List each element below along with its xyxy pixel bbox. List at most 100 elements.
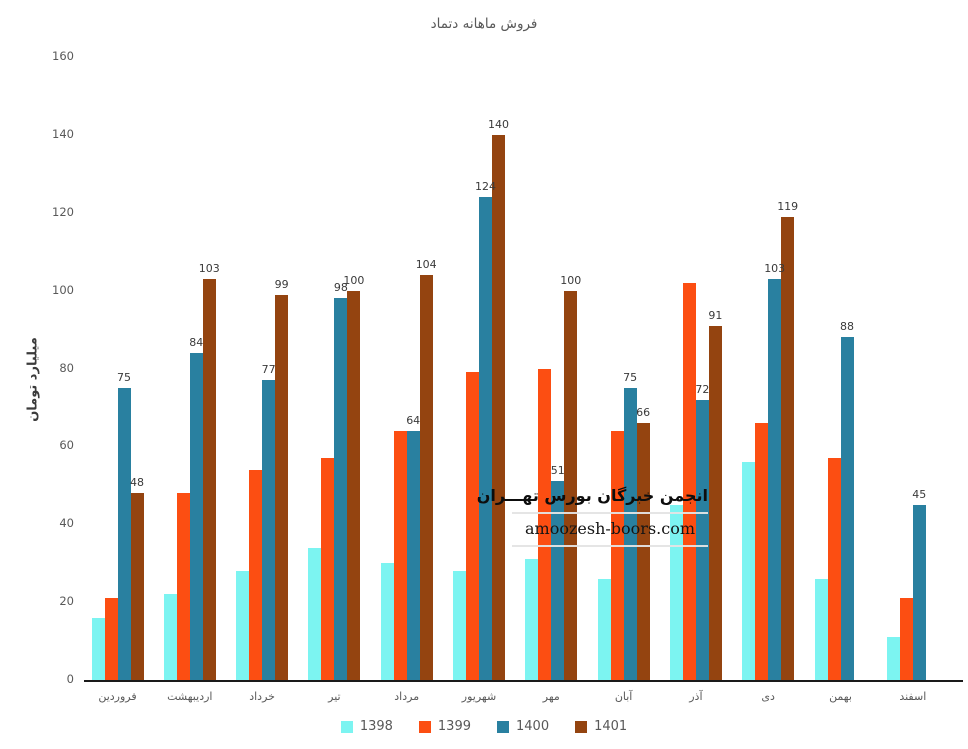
legend-swatch xyxy=(340,720,353,733)
bar-1399-آذر xyxy=(682,282,696,680)
bar-value-label: 72 xyxy=(695,382,710,396)
bar-1399-آبان xyxy=(610,430,624,680)
x-category-label: آبان xyxy=(614,690,633,703)
bar-value-label: 104 xyxy=(415,258,437,272)
x-category-label: دی xyxy=(761,690,775,703)
bar-value-label: 103 xyxy=(198,261,220,275)
bar-1400-خرداد xyxy=(262,380,276,680)
legend-swatch xyxy=(575,720,588,733)
bar-1401-خرداد xyxy=(275,294,289,680)
bar-value-label: 66 xyxy=(636,406,651,419)
bar-1399-دی xyxy=(755,423,769,680)
y-tick-label: 160 xyxy=(52,49,74,63)
bar-value-label: 51 xyxy=(550,464,565,478)
bar-value-label: 75 xyxy=(117,370,131,384)
legend-swatch xyxy=(418,720,431,733)
bar-1398-بهمن xyxy=(814,578,828,680)
legend-item-1398: 1398 xyxy=(340,719,393,734)
bar-1401-فروردین xyxy=(130,493,144,680)
bar-1400-مهر xyxy=(551,481,565,680)
bar-value-label: 100 xyxy=(343,273,365,287)
bar-1399-اردیبهشت xyxy=(176,493,190,680)
bar-1398-آذر xyxy=(669,504,683,680)
legend-item-1400: 1400 xyxy=(497,719,549,734)
legend-item-1399: 1399 xyxy=(418,719,471,734)
bar-1400-آبان xyxy=(623,387,637,680)
x-category-label: تیر xyxy=(328,690,341,703)
bar-1400-دی xyxy=(768,278,782,680)
bar-value-label: 64 xyxy=(406,413,421,427)
bar-1398-تیر xyxy=(308,547,322,680)
y-axis-title: میلیارد تومان xyxy=(25,337,41,422)
bar-1400-اسفند xyxy=(912,504,926,680)
bar-1401-مرداد xyxy=(419,275,433,680)
bar-value-label: 77 xyxy=(261,363,276,377)
bar-value-label: 119 xyxy=(777,199,799,213)
bar-1399-تیر xyxy=(321,458,335,680)
y-tick-label: 140 xyxy=(52,126,74,141)
bar-value-label: 100 xyxy=(560,273,582,287)
bar-1399-اسفند xyxy=(899,598,913,680)
x-category-label: اردیبهشت xyxy=(167,690,213,703)
bar-value-label: 91 xyxy=(708,308,723,322)
bar-1401-تیر xyxy=(347,290,361,680)
bar-1400-شهریور xyxy=(479,197,492,680)
x-category-label: فروردین xyxy=(98,690,137,703)
legend-label: 1398 xyxy=(359,719,393,734)
chart-title: فروش ماهانه دتماد xyxy=(430,16,538,32)
watermark-url: amoozesh-boors.com xyxy=(524,519,695,538)
bar-1401-دی xyxy=(781,216,795,680)
bar-1398-مهر xyxy=(525,559,539,680)
y-tick-label: 40 xyxy=(59,516,74,531)
legend-label: 1400 xyxy=(516,719,550,734)
legend-label: 1401 xyxy=(594,719,628,734)
legend-item-1401: 1401 xyxy=(575,719,627,734)
y-tick-label: 100 xyxy=(52,282,74,297)
bar-1399-مهر xyxy=(538,368,552,680)
x-category-label: مهر xyxy=(542,690,560,703)
x-category-label: اسفند xyxy=(899,690,927,703)
bar-1401-شهریور xyxy=(492,134,505,680)
bar-1400-اردیبهشت xyxy=(189,352,203,680)
watermark-divider xyxy=(512,512,708,514)
bar-value-label: 124 xyxy=(475,180,496,194)
bar-1399-خرداد xyxy=(249,469,263,680)
bar-value-label: 88 xyxy=(840,320,854,334)
bar-1400-آذر xyxy=(695,399,709,680)
bar-value-label: 48 xyxy=(130,476,144,490)
bar-1401-آبان xyxy=(636,423,650,680)
bar-value-label: 99 xyxy=(274,277,289,291)
bar-1399-شهریور xyxy=(466,372,479,680)
bar-value-label: 98 xyxy=(333,281,348,295)
bar-value-label: 45 xyxy=(912,487,927,501)
bar-value-label: 103 xyxy=(764,261,786,275)
bar-1398-آبان xyxy=(597,578,611,680)
bar-1398-اردیبهشت xyxy=(163,594,177,680)
legend: 1398 1399 1400 1401 xyxy=(0,719,968,734)
bar-1400-مرداد xyxy=(406,430,420,680)
bar-1399-فروردین xyxy=(104,598,118,680)
bar-value-label: 75 xyxy=(623,370,638,384)
y-tick-label: 0 xyxy=(66,672,74,686)
bar-1398-مرداد xyxy=(380,563,394,680)
bar-value-label: 140 xyxy=(488,117,509,131)
bar-1399-مرداد xyxy=(393,430,407,680)
plot-area: 75 48 84 103 77 99 98 100 64 104 124 140 51 100 75 66 72… xyxy=(84,57,963,682)
x-category-label: شهریور xyxy=(461,690,497,703)
watermark-title: انجمن خبرگان بورس تهـــران xyxy=(476,486,708,505)
bar-1400-تیر xyxy=(334,298,348,680)
y-tick-label: 60 xyxy=(59,438,74,453)
watermark-divider xyxy=(512,545,708,547)
bar-1401-آذر xyxy=(708,325,722,680)
bar-1401-مهر xyxy=(564,290,578,680)
bar-1398-اسفند xyxy=(886,637,900,680)
x-category-label: مرداد xyxy=(394,690,420,703)
bar-1400-بهمن xyxy=(840,337,854,680)
y-tick-label: 120 xyxy=(52,204,74,219)
bar-1401-اردیبهشت xyxy=(202,278,216,680)
x-category-label: خرداد xyxy=(249,690,275,703)
y-tick-label: 80 xyxy=(59,360,74,375)
bar-value-label: 84 xyxy=(189,335,204,349)
bar-1398-دی xyxy=(742,461,756,680)
x-category-label: بهمن xyxy=(829,690,852,703)
